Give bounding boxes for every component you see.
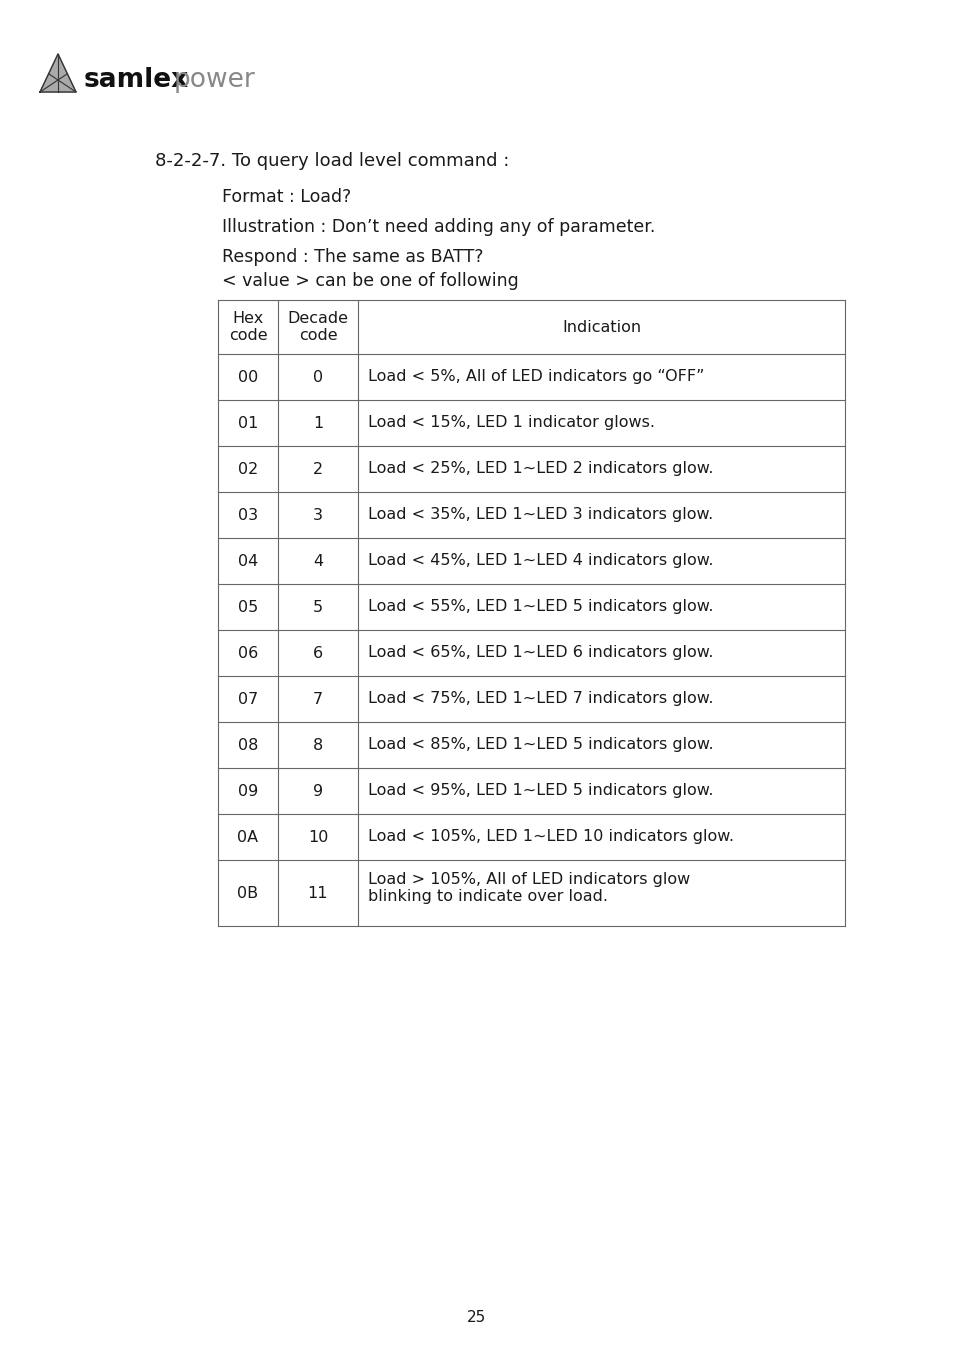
Text: Load < 75%, LED 1~LED 7 indicators glow.: Load < 75%, LED 1~LED 7 indicators glow. [368, 691, 713, 706]
Text: power: power [173, 68, 255, 93]
Text: 0B: 0B [237, 886, 258, 900]
Text: 03: 03 [237, 508, 258, 522]
Text: Load < 5%, All of LED indicators go “OFF”: Load < 5%, All of LED indicators go “OFF… [368, 370, 703, 385]
Text: Indication: Indication [561, 320, 640, 335]
Text: Illustration : Don’t need adding any of parameter.: Illustration : Don’t need adding any of … [222, 217, 655, 236]
Text: Load < 35%, LED 1~LED 3 indicators glow.: Load < 35%, LED 1~LED 3 indicators glow. [368, 508, 713, 522]
Text: 2: 2 [313, 462, 323, 477]
Text: 04: 04 [237, 554, 258, 568]
Text: 11: 11 [308, 886, 328, 900]
Text: Load < 65%, LED 1~LED 6 indicators glow.: Load < 65%, LED 1~LED 6 indicators glow. [368, 645, 713, 660]
Text: 02: 02 [237, 462, 258, 477]
Text: 7: 7 [313, 691, 323, 706]
Text: Decade
code: Decade code [287, 310, 348, 343]
Text: Load > 105%, All of LED indicators glow
blinking to indicate over load.: Load > 105%, All of LED indicators glow … [368, 872, 690, 904]
Text: Hex
code: Hex code [229, 310, 267, 343]
Text: < value > can be one of following: < value > can be one of following [222, 271, 518, 290]
Text: 01: 01 [237, 416, 258, 431]
Text: Load < 15%, LED 1 indicator glows.: Load < 15%, LED 1 indicator glows. [368, 416, 655, 431]
Text: 05: 05 [237, 599, 258, 614]
Text: 00: 00 [237, 370, 258, 385]
Text: 1: 1 [313, 416, 323, 431]
Text: Respond : The same as BATT?: Respond : The same as BATT? [222, 248, 483, 266]
Text: Load < 105%, LED 1~LED 10 indicators glow.: Load < 105%, LED 1~LED 10 indicators glo… [368, 829, 733, 845]
Text: 4: 4 [313, 554, 323, 568]
Text: Load < 45%, LED 1~LED 4 indicators glow.: Load < 45%, LED 1~LED 4 indicators glow. [368, 554, 713, 568]
Text: 8-2-2-7. To query load level command :: 8-2-2-7. To query load level command : [154, 153, 509, 170]
Text: 07: 07 [237, 691, 258, 706]
Text: Load < 25%, LED 1~LED 2 indicators glow.: Load < 25%, LED 1~LED 2 indicators glow. [368, 462, 713, 477]
Text: 8: 8 [313, 737, 323, 752]
Text: 08: 08 [237, 737, 258, 752]
Text: 0A: 0A [237, 829, 258, 845]
Text: 06: 06 [237, 645, 258, 660]
Text: 9: 9 [313, 783, 323, 798]
Text: Format : Load?: Format : Load? [222, 188, 351, 207]
Text: 25: 25 [467, 1311, 486, 1326]
Text: 6: 6 [313, 645, 323, 660]
Text: 3: 3 [313, 508, 323, 522]
Text: 10: 10 [308, 829, 328, 845]
Text: 09: 09 [237, 783, 258, 798]
Text: Load < 85%, LED 1~LED 5 indicators glow.: Load < 85%, LED 1~LED 5 indicators glow. [368, 737, 713, 752]
Text: samlex: samlex [84, 68, 189, 93]
Text: Load < 55%, LED 1~LED 5 indicators glow.: Load < 55%, LED 1~LED 5 indicators glow. [368, 599, 713, 614]
Text: 5: 5 [313, 599, 323, 614]
Text: 0: 0 [313, 370, 323, 385]
Text: Load < 95%, LED 1~LED 5 indicators glow.: Load < 95%, LED 1~LED 5 indicators glow. [368, 783, 713, 798]
Polygon shape [40, 54, 76, 92]
